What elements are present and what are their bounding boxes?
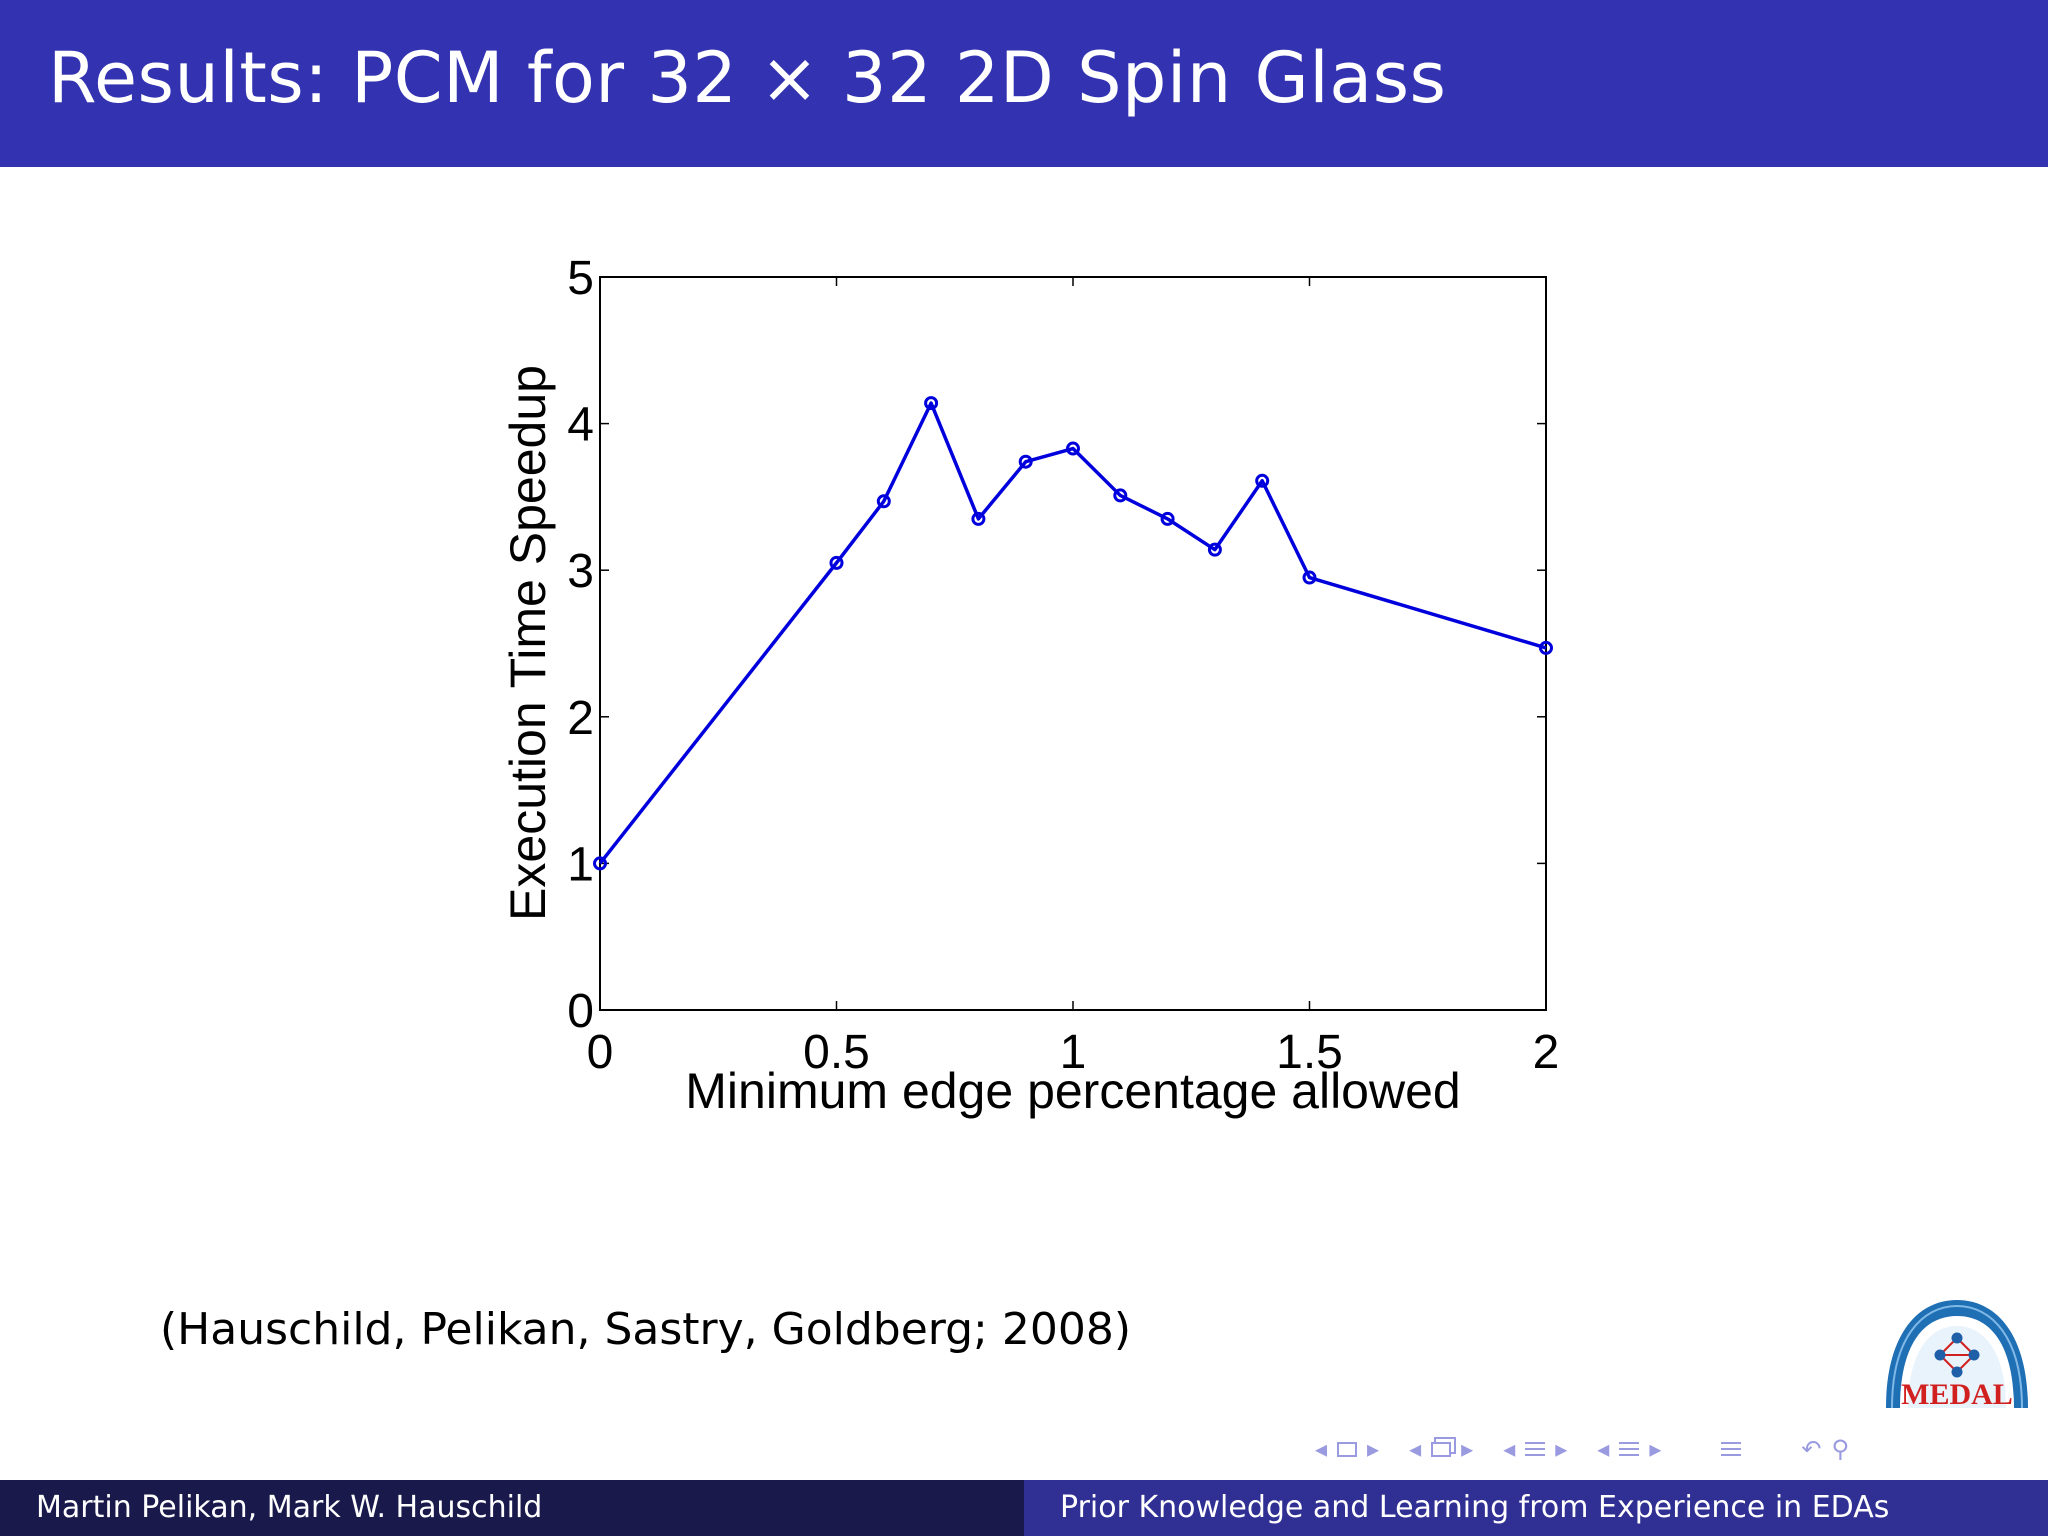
subsection-icon[interactable] [1431, 1441, 1452, 1457]
y-tick-label: 1 [567, 838, 594, 891]
x-tick-label: 1.5 [1276, 1026, 1343, 1079]
x-axis-label: Minimum edge percentage allowed [685, 1063, 1460, 1119]
y-tick-label: 2 [567, 692, 594, 745]
data-point [1207, 542, 1222, 557]
y-axis-label: Execution Time Speedup [500, 365, 556, 921]
align-icon[interactable] [1721, 1440, 1742, 1458]
nav-frame-group: ◂ ▸ [1310, 1435, 1384, 1463]
arrow-right-icon[interactable]: ▸ [1649, 1435, 1662, 1463]
data-point [1302, 570, 1317, 585]
section-lines-icon[interactable] [1619, 1440, 1640, 1458]
arrow-left-icon[interactable]: ◂ [1503, 1435, 1516, 1463]
x-tick-label: 0.5 [803, 1026, 870, 1079]
slide-title: Results: PCM for 32 × 32 2D Spin Glass [48, 37, 1447, 119]
data-point [1018, 454, 1033, 469]
data-point [1066, 441, 1080, 456]
data-point [1539, 640, 1553, 655]
y-tick-label: 0 [567, 985, 594, 1038]
title-bar: Results: PCM for 32 × 32 2D Spin Glass [0, 0, 2048, 167]
footer-talk-title: Prior Knowledge and Learning from Experi… [1024, 1480, 2048, 1536]
nav-part-group: ◂ ▸ [1592, 1435, 1666, 1463]
beamer-navigation: ◂ ▸ ◂ ▸ ◂ ▸ ◂ ▸ ↶ ⚲ [1310, 1432, 2038, 1466]
footer-authors: Martin Pelikan, Mark W. Hauschild [0, 1480, 1024, 1536]
nav-align-group [1716, 1440, 1746, 1458]
medal-logo: MEDAL [1886, 1300, 2028, 1411]
y-tick-label: 4 [567, 399, 594, 452]
y-tick-labels: 0 1 2 3 4 5 [567, 252, 594, 1038]
x-tick-label: 0 [587, 1026, 614, 1079]
series-group [593, 396, 1553, 871]
nav-subsection-group: ◂ ▸ [1404, 1435, 1478, 1463]
data-point [924, 396, 939, 411]
x-tick-label: 2 [1533, 1026, 1560, 1079]
plot-area [599, 276, 1547, 1011]
citation: (Hauschild, Pelikan, Sastry, Goldberg; 2… [160, 1304, 1132, 1355]
arrow-left-icon[interactable]: ◂ [1597, 1435, 1610, 1463]
y-tick-label: 5 [567, 252, 594, 305]
undo-icon[interactable]: ↶ [1801, 1435, 1822, 1463]
arrow-right-icon[interactable]: ▸ [1555, 1435, 1568, 1463]
series-line [598, 401, 1547, 865]
logo-text: MEDAL [1901, 1378, 2013, 1411]
data-point [971, 511, 986, 526]
data-point [593, 856, 607, 871]
arrow-left-icon[interactable]: ◂ [1315, 1435, 1328, 1463]
data-point [1160, 511, 1175, 526]
x-tick-label: 1 [1060, 1026, 1087, 1079]
network-icon [1934, 1332, 1980, 1378]
x-tick-labels: 0 0.5 1 1.5 2 [587, 1026, 1560, 1079]
data-point [876, 494, 891, 509]
arrow-right-icon[interactable]: ▸ [1367, 1435, 1380, 1463]
search-icon[interactable]: ⚲ [1831, 1435, 1850, 1463]
arrow-right-icon[interactable]: ▸ [1461, 1435, 1474, 1463]
arrow-left-icon[interactable]: ◂ [1409, 1435, 1422, 1463]
nav-section-group: ◂ ▸ [1498, 1435, 1572, 1463]
data-point [1255, 473, 1270, 488]
y-tick-label: 3 [567, 545, 594, 598]
data-point [1113, 488, 1128, 503]
section-icon[interactable] [1525, 1440, 1546, 1458]
footer: Martin Pelikan, Mark W. Hauschild Prior … [0, 1480, 2048, 1536]
data-point [829, 555, 844, 570]
frame-icon[interactable] [1337, 1441, 1358, 1457]
nav-search-group: ↶ ⚲ [1796, 1435, 1854, 1463]
